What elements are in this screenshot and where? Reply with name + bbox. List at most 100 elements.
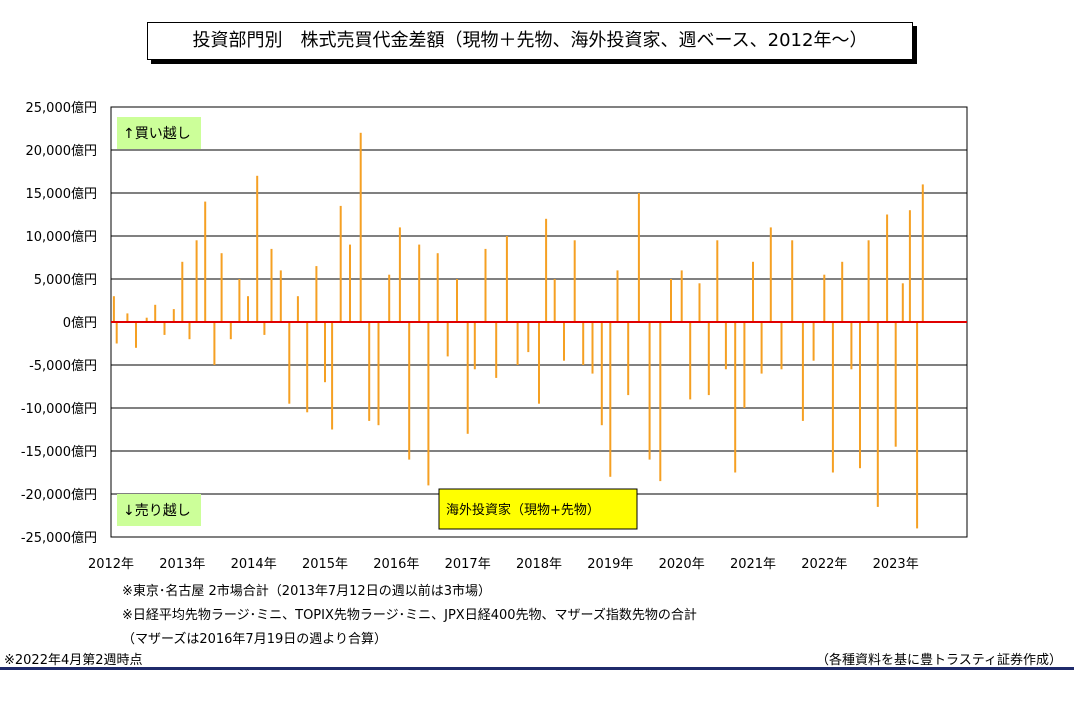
bar <box>126 313 129 322</box>
bar <box>181 261 184 322</box>
y-tick-label: -25,000億円 <box>21 530 97 546</box>
bar <box>616 270 619 322</box>
bar <box>256 175 259 322</box>
bar <box>670 279 672 322</box>
x-tick-label: 2020年 <box>659 557 705 572</box>
bar <box>220 253 223 322</box>
bar <box>484 248 487 322</box>
bar <box>408 322 411 460</box>
bar <box>680 270 683 322</box>
bottom-rule <box>0 667 1074 670</box>
bar <box>734 322 737 473</box>
bar <box>270 248 273 322</box>
bar <box>315 266 318 322</box>
y-tick-label: 20,000億円 <box>26 143 98 159</box>
bar <box>769 227 772 322</box>
x-tick-label: 2019年 <box>587 557 633 572</box>
y-tick-label: -15,000億円 <box>21 444 97 460</box>
buy-annotation-box <box>117 117 201 149</box>
bar <box>324 322 326 383</box>
bar <box>263 322 266 335</box>
bar <box>115 322 118 344</box>
bar <box>582 322 585 365</box>
x-tick-label: 2012年 <box>88 557 134 572</box>
bar <box>637 193 640 322</box>
bar <box>306 322 309 413</box>
bar <box>195 240 198 322</box>
bar <box>716 240 719 322</box>
bar <box>213 322 216 365</box>
bar <box>823 274 826 322</box>
x-tick-label: 2014年 <box>231 557 277 572</box>
bar <box>689 322 692 400</box>
y-tick-label: 15,000億円 <box>26 186 98 202</box>
bar <box>436 253 439 322</box>
note-mothers: （マザーズは2016年7月19日の週より合算） <box>122 632 387 647</box>
bar <box>377 322 380 426</box>
bar <box>247 296 249 322</box>
legend-label: 海外投資家（現物+先物） <box>446 502 600 518</box>
bar <box>163 322 166 335</box>
y-tick-label: 25,000億円 <box>26 100 98 116</box>
chart-title: 投資部門別 株式売買代金差額（現物＋先物、海外投資家、週ベース、2012年～） <box>147 22 913 60</box>
bar <box>398 227 401 322</box>
y-tick-label: 5,000億円 <box>34 272 97 288</box>
y-axis-ticks: 25,000億円 20,000億円 15,000億円 10,000億円 5,000億円 0… <box>21 100 97 546</box>
bar <box>553 279 556 322</box>
bar <box>724 322 727 370</box>
note-source: （各種資料を基に豊トラスティ証券作成） <box>816 653 1062 668</box>
bar <box>446 322 449 357</box>
sell-annotation-box <box>117 494 201 526</box>
x-axis-ticks: 2012年 2013年 2014年 2015年 2016年 2017年 2018年 2019年… <box>88 557 919 572</box>
bar <box>288 322 291 404</box>
bar <box>112 296 115 322</box>
x-tick-label: 2013年 <box>159 557 205 572</box>
y-tick-label: 10,000億円 <box>26 229 98 245</box>
y-tick-label: 0億円 <box>63 315 97 331</box>
bar <box>505 236 508 322</box>
x-tick-label: 2017年 <box>445 557 491 572</box>
y-tick-label: -20,000億円 <box>21 487 97 503</box>
bar <box>886 214 889 322</box>
bar <box>495 322 498 378</box>
bar <box>850 322 853 370</box>
bar <box>154 304 157 322</box>
bar <box>609 322 612 477</box>
bar <box>238 279 241 322</box>
bar <box>921 184 924 322</box>
bar <box>698 283 701 322</box>
bar <box>172 309 175 322</box>
bar-series <box>112 132 924 529</box>
x-tick-label: 2023年 <box>873 557 919 572</box>
bar <box>752 261 754 322</box>
bar <box>831 322 834 473</box>
bar <box>791 240 794 322</box>
bar <box>876 322 879 507</box>
bar <box>188 322 191 340</box>
grid-lines <box>111 106 967 538</box>
bar <box>901 283 904 322</box>
bar <box>418 244 421 322</box>
note-futures: ※日経平均先物ラージ･ミニ、TOPIX先物ラージ･ミニ、JPX日経400先物、マ… <box>122 608 697 623</box>
bar <box>296 296 299 322</box>
bar <box>916 322 919 529</box>
bar <box>229 322 232 340</box>
x-tick-label: 2022年 <box>801 557 847 572</box>
bar <box>135 322 137 348</box>
bar <box>545 218 548 322</box>
bar <box>801 322 804 421</box>
bar <box>859 322 861 469</box>
bar <box>867 240 870 322</box>
bar <box>707 322 710 396</box>
x-tick-label: 2018年 <box>516 557 562 572</box>
bar <box>388 274 391 322</box>
bar <box>456 279 458 322</box>
buy-annotation: ↑買い越し <box>123 126 191 142</box>
y-tick-label: -10,000億円 <box>21 401 97 417</box>
bar <box>780 322 783 370</box>
bar <box>812 322 815 361</box>
bar <box>627 322 630 396</box>
legend-box <box>438 488 638 530</box>
bar <box>648 322 651 460</box>
bar <box>204 201 207 322</box>
